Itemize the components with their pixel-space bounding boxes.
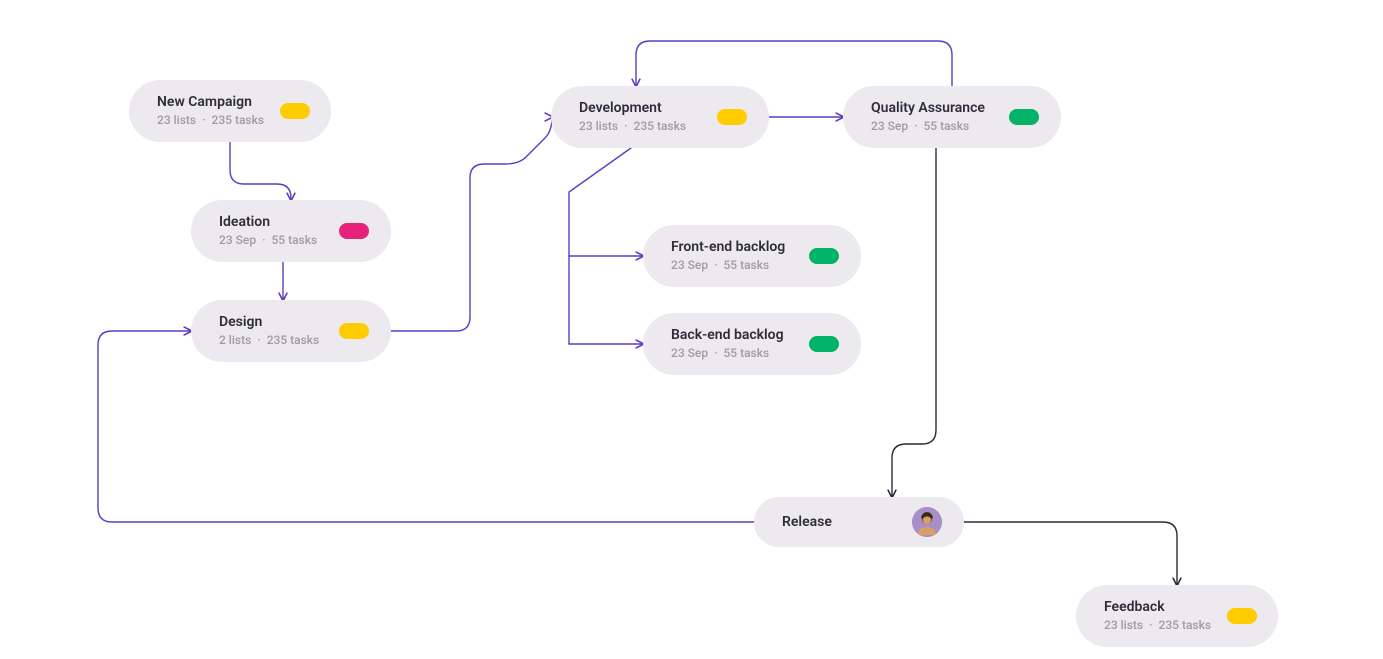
node-subtitle: 2 lists·235 tasks <box>219 333 319 347</box>
node-subtitle: 23 Sep·55 tasks <box>671 346 784 360</box>
status-pill <box>339 223 369 239</box>
node-frontend-backlog[interactable]: Front-end backlog 23 Sep·55 tasks <box>643 225 861 287</box>
status-pill <box>1009 109 1039 125</box>
status-pill <box>280 103 310 119</box>
node-subtitle: 23 lists·235 tasks <box>579 119 686 133</box>
node-quality-assurance[interactable]: Quality Assurance 23 Sep·55 tasks <box>843 86 1061 148</box>
node-title: Development <box>579 100 686 117</box>
status-pill <box>717 109 747 125</box>
status-pill <box>809 248 839 264</box>
node-new-campaign[interactable]: New Campaign 23 lists·235 tasks <box>129 80 331 142</box>
status-pill <box>809 336 839 352</box>
node-subtitle: 23 Sep·55 tasks <box>219 233 317 247</box>
node-backend-backlog[interactable]: Back-end backlog 23 Sep·55 tasks <box>643 313 861 375</box>
edge <box>892 148 936 497</box>
node-title: Front-end backlog <box>671 239 785 256</box>
node-subtitle: 23 lists·235 tasks <box>157 113 264 127</box>
edge <box>391 117 552 331</box>
status-pill <box>339 323 369 339</box>
node-development[interactable]: Development 23 lists·235 tasks <box>551 86 769 148</box>
node-subtitle: 23 lists·235 tasks <box>1104 618 1211 632</box>
node-title: Design <box>219 314 319 331</box>
node-title: Release <box>782 514 832 531</box>
edge <box>569 148 631 344</box>
node-release[interactable]: Release <box>754 497 964 547</box>
status-pill <box>1227 608 1257 624</box>
avatar-icon <box>912 507 942 537</box>
node-design[interactable]: Design 2 lists·235 tasks <box>191 300 391 362</box>
node-title: Feedback <box>1104 599 1211 616</box>
edge <box>964 522 1177 585</box>
node-title: New Campaign <box>157 94 264 111</box>
node-title: Back-end backlog <box>671 327 784 344</box>
node-feedback[interactable]: Feedback 23 lists·235 tasks <box>1076 585 1278 647</box>
edge <box>636 41 952 86</box>
edge <box>230 142 291 200</box>
node-ideation[interactable]: Ideation 23 Sep·55 tasks <box>191 200 391 262</box>
node-title: Quality Assurance <box>871 100 985 117</box>
node-title: Ideation <box>219 214 317 231</box>
node-subtitle: 23 Sep·55 tasks <box>871 119 985 133</box>
node-subtitle: 23 Sep·55 tasks <box>671 258 785 272</box>
